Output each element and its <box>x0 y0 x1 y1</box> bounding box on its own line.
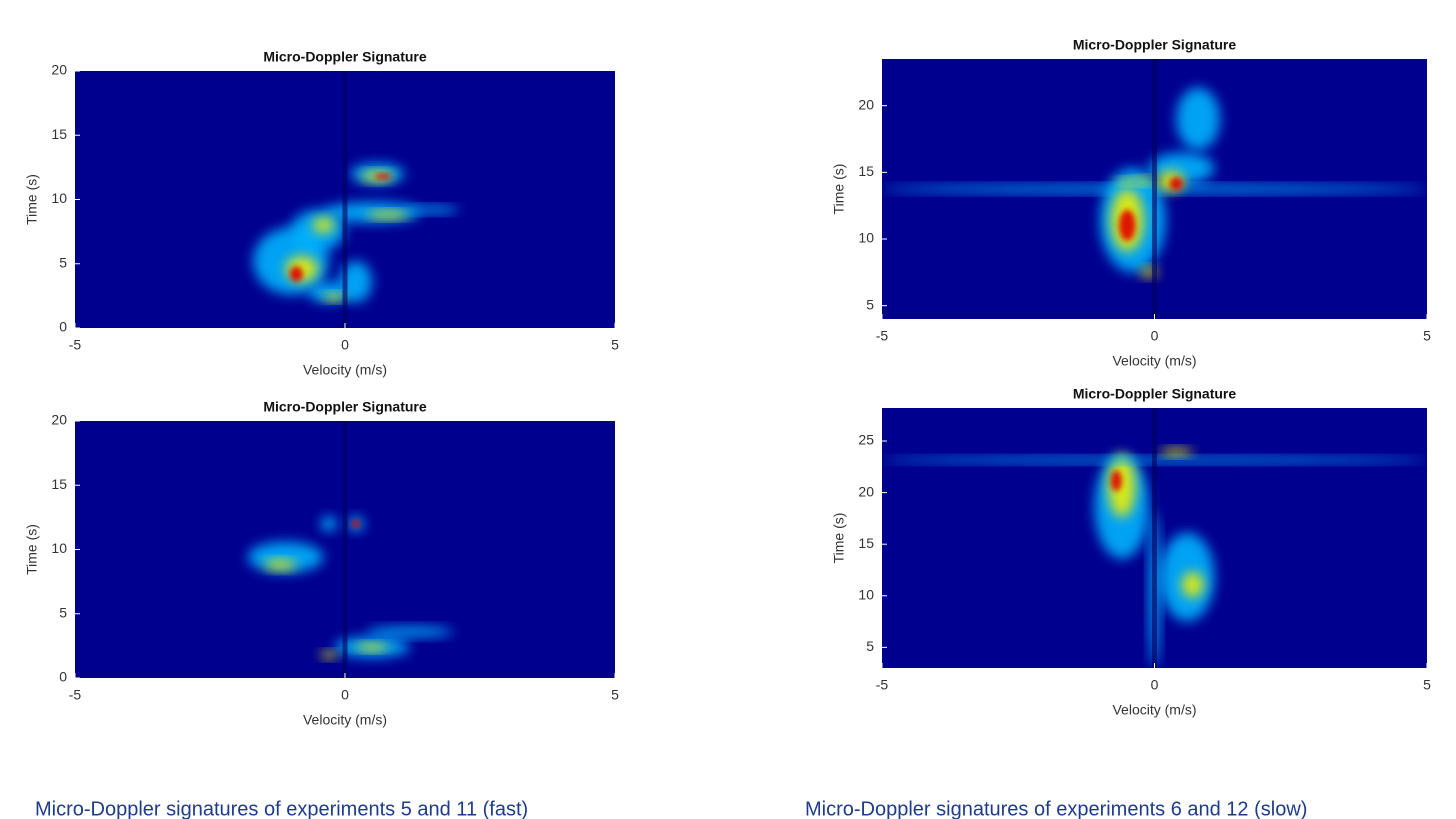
caption: Micro-Doppler signatures of experiments … <box>805 798 1307 819</box>
chart-title: Micro-Doppler Signature <box>263 399 427 415</box>
heatmap-blob <box>356 643 388 651</box>
heatmap-blob <box>1116 178 1138 184</box>
heatmap-blob <box>1111 470 1122 491</box>
heatmap-blob <box>1176 88 1220 150</box>
chart-title: Micro-Doppler Signature <box>1073 37 1237 53</box>
y-tick-label: 20 <box>51 62 67 78</box>
x-tick-label: -5 <box>876 328 889 344</box>
heatmap-blob <box>321 516 337 531</box>
y-tick-label: 0 <box>59 669 67 685</box>
x-tick-label: 5 <box>611 687 619 703</box>
x-tick-label: 0 <box>1151 328 1159 344</box>
x-axis-label: Velocity (m/s) <box>1112 353 1196 369</box>
x-tick-label: 5 <box>611 337 619 353</box>
x-axis-label: Velocity (m/s) <box>1112 702 1196 718</box>
page: {"chart_data": [ {"type": "heatmap", "ti… <box>0 0 1456 819</box>
y-axis-label: Time (s) <box>831 164 847 215</box>
heatmap-blob <box>367 627 453 637</box>
x-tick-label: 5 <box>1423 328 1431 344</box>
x-axis-label: Velocity (m/s) <box>303 362 387 378</box>
slide: Micro-Doppler signatures of experiments … <box>0 0 1456 819</box>
heatmap-panel: -5 0 5 5 10 15 20 Micro-Doppler Signature Veloci… <box>831 37 1431 369</box>
x-tick-label: 5 <box>1423 677 1431 693</box>
y-axis-label: Time (s) <box>24 174 40 225</box>
heatmap-blob <box>313 217 335 232</box>
x-tick-label: -5 <box>69 337 82 353</box>
heatmap-blob <box>1119 210 1135 241</box>
heatmap-panel: -5 0 5 5 10 15 20 25 Micro-Doppler Signature Velo… <box>831 386 1431 718</box>
heatmap-blob <box>323 202 420 223</box>
heatmap-blob <box>264 560 296 570</box>
y-tick-label: 5 <box>866 296 874 312</box>
heatmap-blob <box>375 174 391 179</box>
x-tick-label: -5 <box>876 677 889 693</box>
x-axis-label: Velocity (m/s) <box>303 712 387 728</box>
x-tick-label: 0 <box>341 687 349 703</box>
heatmap-blob <box>290 266 303 281</box>
heatmap-blob <box>323 293 345 301</box>
heatmap-blob <box>367 211 410 219</box>
heatmap-blob <box>1170 177 1183 190</box>
x-tick-label: 0 <box>1151 677 1159 693</box>
chart-title: Micro-Doppler Signature <box>1073 386 1237 402</box>
heatmap-blob <box>321 651 337 659</box>
y-tick-label: 20 <box>858 483 874 499</box>
heatmap-blob <box>351 520 360 528</box>
y-tick-label: 10 <box>858 586 874 602</box>
y-tick-label: 20 <box>51 412 67 428</box>
y-tick-label: 15 <box>858 163 874 179</box>
y-tick-label: 20 <box>858 96 874 112</box>
y-tick-label: 10 <box>858 230 874 246</box>
heatmap-blob <box>1182 572 1204 598</box>
y-tick-label: 5 <box>59 254 67 270</box>
y-tick-label: 15 <box>51 126 67 142</box>
y-tick-label: 5 <box>59 604 67 620</box>
x-tick-label: 0 <box>341 337 349 353</box>
y-tick-label: 15 <box>51 476 67 492</box>
y-tick-label: 5 <box>866 638 874 654</box>
x-tick-label: -5 <box>69 687 82 703</box>
y-axis-label: Time (s) <box>24 524 40 575</box>
caption: Micro-Doppler signatures of experiments … <box>35 798 528 819</box>
y-tick-label: 10 <box>51 540 67 556</box>
y-tick-label: 10 <box>51 190 67 206</box>
chart-title: Micro-Doppler Signature <box>263 49 427 65</box>
y-tick-label: 0 <box>59 319 67 335</box>
y-axis-label: Time (s) <box>831 513 847 564</box>
heatmap-blob <box>1160 448 1193 456</box>
y-tick-label: 25 <box>858 432 874 448</box>
y-tick-label: 15 <box>858 535 874 551</box>
heatmap-blob <box>404 206 458 214</box>
